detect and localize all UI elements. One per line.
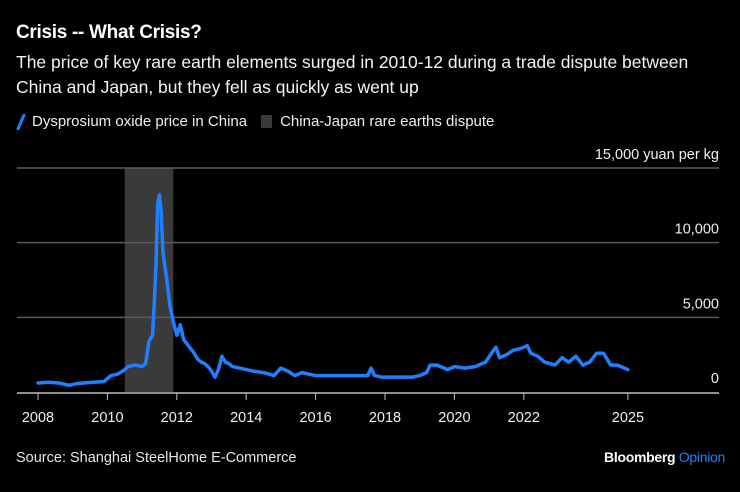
- y-tick-label: 0: [711, 371, 719, 387]
- legend-item-price: Dysprosium oxide price in China: [16, 113, 247, 130]
- x-tick-label: 2020: [438, 410, 470, 426]
- x-tick-label: 2022: [508, 410, 540, 426]
- legend: Dysprosium oxide price in China China-Ja…: [16, 113, 508, 130]
- chart-title: Crisis -- What Crisis?: [16, 22, 202, 43]
- y-tick-label: 5,000: [683, 296, 719, 312]
- x-tick-label: 2018: [369, 410, 401, 426]
- source-note: Source: Shanghai SteelHome E-Commerce: [16, 450, 297, 466]
- x-tick-label: 2010: [91, 410, 123, 426]
- y-tick-label: 15,000 yuan per kg: [595, 147, 719, 163]
- line-swatch-icon: [16, 113, 26, 130]
- legend-label-price: Dysprosium oxide price in China: [32, 113, 248, 130]
- legend-item-dispute: China-Japan rare earths dispute: [261, 113, 494, 130]
- x-tick-label: 2025: [612, 410, 644, 426]
- band-swatch-icon: [261, 115, 273, 128]
- chart-subtitle: The price of key rare earth elements sur…: [16, 52, 689, 97]
- price-series-line: [36, 193, 630, 388]
- x-tick-label: 2008: [22, 410, 54, 426]
- brand-logo: Bloomberg Opinion: [604, 449, 725, 465]
- legend-label-dispute: China-Japan rare earths dispute: [280, 113, 495, 130]
- x-tick-label: 2016: [299, 410, 331, 426]
- brand-bloomberg: Bloomberg: [604, 449, 676, 465]
- x-tick-label: 2014: [230, 410, 262, 426]
- y-tick-label: 10,000: [675, 222, 719, 238]
- brand-opinion: Opinion: [678, 449, 725, 465]
- x-tick-label: 2012: [161, 410, 193, 426]
